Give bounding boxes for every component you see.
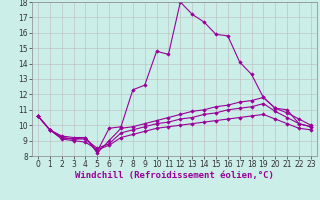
- X-axis label: Windchill (Refroidissement éolien,°C): Windchill (Refroidissement éolien,°C): [75, 171, 274, 180]
